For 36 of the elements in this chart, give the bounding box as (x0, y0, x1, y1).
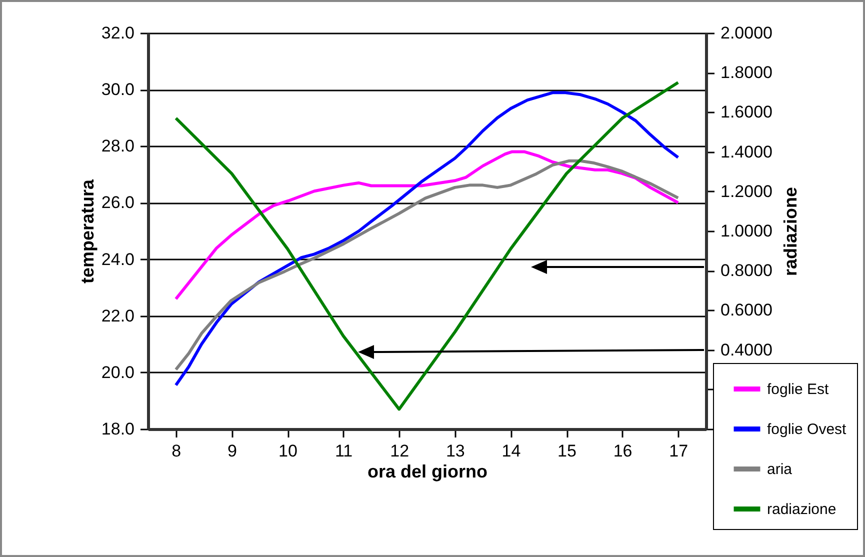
y2-tick-label: 0.4000 (720, 340, 772, 360)
x-tick-label: 12 (390, 442, 410, 460)
legend-label: foglie Ovest (767, 421, 848, 438)
x-tick-label: 13 (446, 442, 465, 460)
x-tick-label: 14 (502, 442, 521, 460)
x-tick-label: 17 (669, 442, 688, 460)
y2-tick-label: 2.0000 (720, 24, 772, 42)
y2-axis-title: radiazione (780, 186, 800, 276)
y2-tick-label: 1.8000 (720, 63, 772, 82)
y2-tick-label: 0.8000 (720, 261, 772, 280)
legend-label: aria (767, 461, 793, 478)
y2-tick-label: 0.6000 (720, 300, 772, 320)
y-tick-label: 20.0 (101, 362, 134, 382)
x-tick-label: 10 (278, 442, 298, 460)
y-tick-label: 18.0 (101, 420, 134, 438)
legend-label: foglie Est (767, 381, 830, 398)
y2-tick-label: 1.6000 (720, 102, 772, 122)
y2-tick-label: 1.4000 (720, 142, 772, 162)
x-tick-label: 16 (613, 442, 632, 460)
x-tick-label: 15 (558, 442, 576, 460)
y2-tick-label: 1.0000 (720, 222, 772, 240)
y-tick-label: 32.0 (101, 24, 134, 42)
x-axis-title: ora del giorno (367, 462, 488, 482)
y-tick-label: 30.0 (101, 80, 134, 100)
legend-label: radiazione (767, 501, 836, 518)
x-tick-label: 11 (334, 442, 353, 460)
line-series (174, 159, 680, 372)
y-axis-title: temperatura (77, 178, 98, 284)
x-tick-label: 8 (172, 442, 182, 460)
line-series (174, 150, 680, 300)
y-tick-label: 24.0 (101, 250, 134, 269)
y2-tick-label: 1.2000 (720, 182, 772, 201)
x-tick-label: 9 (227, 442, 237, 460)
y-tick-label: 22.0 (101, 306, 134, 326)
y-tick-label: 26.0 (101, 193, 134, 212)
y-tick-label: 28.0 (101, 136, 134, 156)
